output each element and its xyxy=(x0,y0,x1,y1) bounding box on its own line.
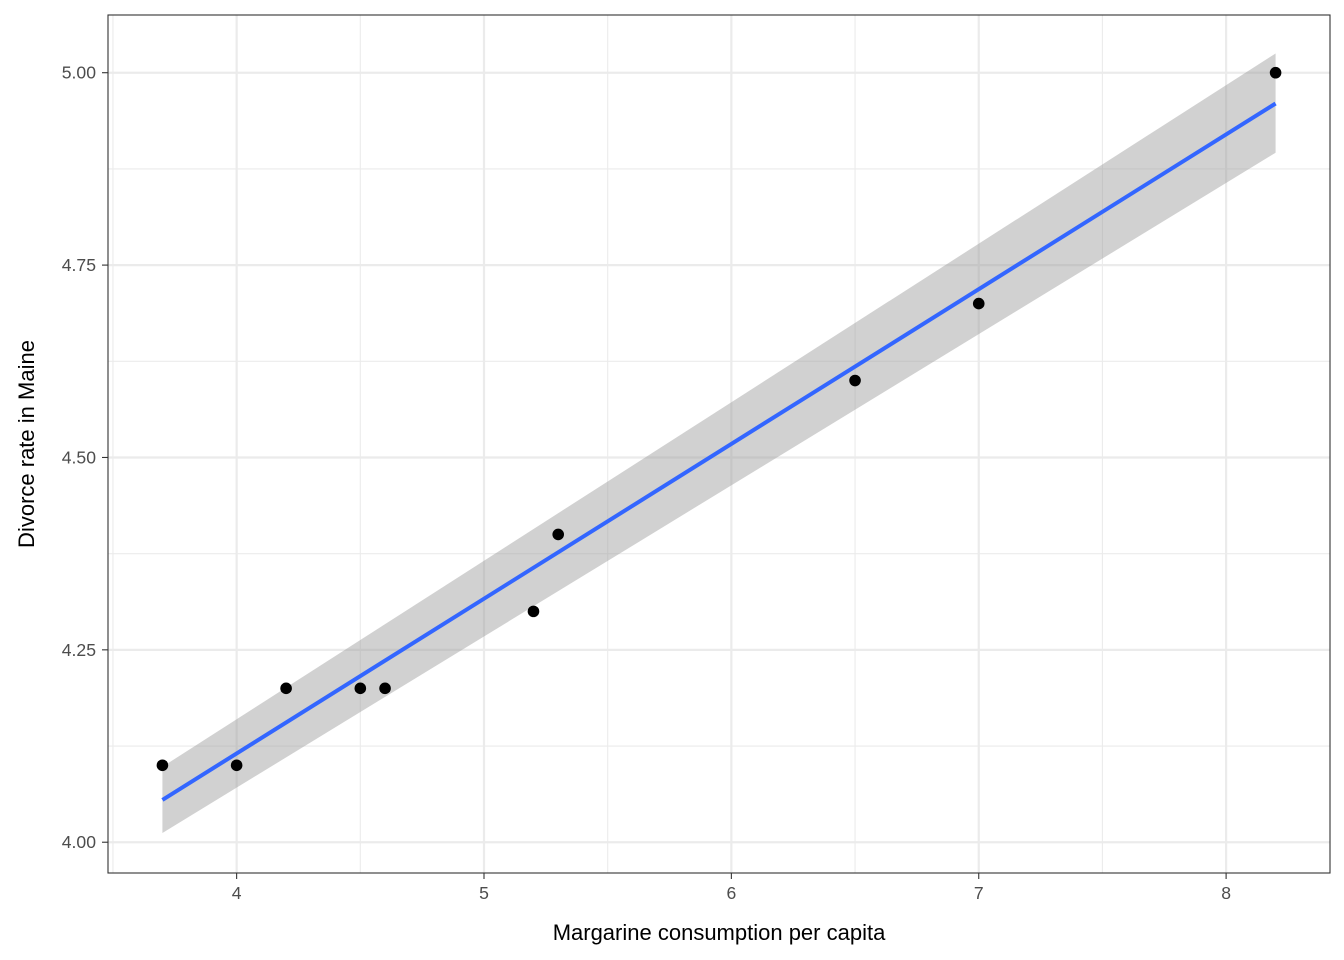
x-axis-ticks: 4 5 6 7 8 xyxy=(232,873,1231,903)
regression-line xyxy=(161,101,1277,802)
major-gridlines xyxy=(108,15,1330,873)
data-point xyxy=(354,682,367,695)
y-axis-title: Divorce rate in Maine xyxy=(14,340,39,548)
data-point xyxy=(379,682,391,695)
data-points xyxy=(156,66,1282,772)
confidence-band-layer xyxy=(162,53,1276,833)
x-tick-label: 5 xyxy=(479,883,489,903)
y-axis-ticks: 4.00 4.25 4.50 4.75 5.00 xyxy=(62,63,108,852)
data-point xyxy=(156,759,169,772)
y-tick-label: 4.25 xyxy=(62,640,96,660)
data-point xyxy=(527,605,540,618)
x-tick-label: 7 xyxy=(974,883,984,903)
data-point xyxy=(972,297,985,310)
data-point xyxy=(280,682,292,695)
x-tick-label: 8 xyxy=(1221,883,1231,903)
data-point xyxy=(849,374,861,387)
panel-border xyxy=(107,14,1331,874)
fit-line-layer xyxy=(161,101,1277,802)
data-point xyxy=(552,528,565,541)
x-axis-title: Margarine consumption per capita xyxy=(553,920,886,945)
y-tick-label: 4.50 xyxy=(62,447,96,467)
minor-gridlines xyxy=(108,15,1330,873)
data-point xyxy=(230,759,243,772)
x-tick-label: 6 xyxy=(726,883,736,903)
x-tick-label: 4 xyxy=(232,883,242,903)
data-point xyxy=(1269,66,1282,79)
y-tick-label: 4.75 xyxy=(62,255,96,275)
confidence-band xyxy=(162,53,1276,833)
y-tick-label: 5.00 xyxy=(62,63,96,83)
y-tick-label: 4.00 xyxy=(62,832,96,852)
